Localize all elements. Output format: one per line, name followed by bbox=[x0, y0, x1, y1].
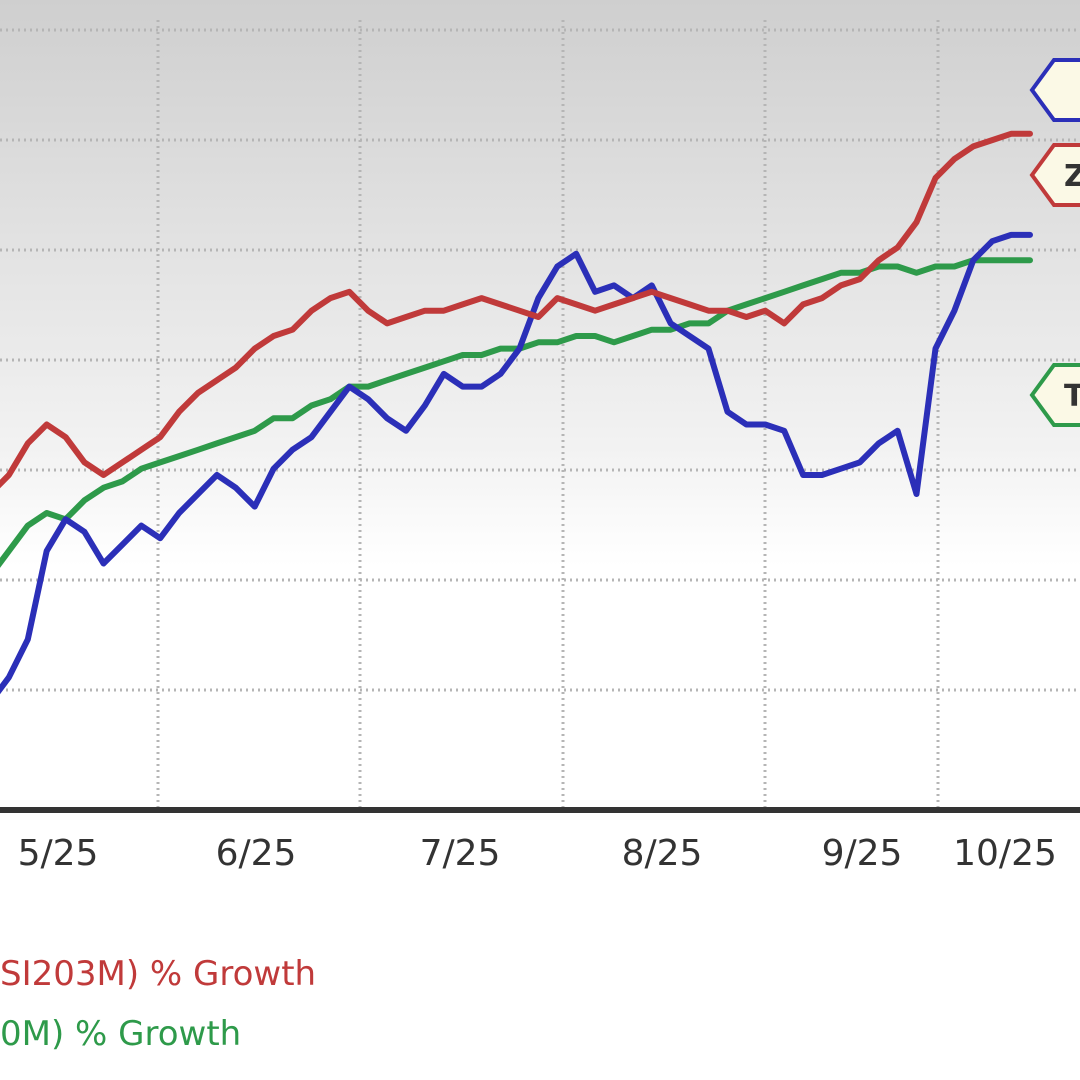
end-tag-text: T bbox=[1064, 379, 1080, 414]
x-tick-labels: 5/25 6/25 7/25 8/25 9/25 10/25 bbox=[18, 833, 1057, 874]
x-tick-label: 7/25 bbox=[420, 833, 501, 874]
series-line-1 bbox=[0, 130, 1033, 489]
x-tick-label: 5/25 bbox=[18, 833, 99, 874]
end-tag-1: Z bbox=[1029, 143, 1080, 207]
legend-entry: 0M) % Growth bbox=[0, 1014, 241, 1054]
end-tag-0 bbox=[1029, 58, 1080, 122]
series-line-0 bbox=[0, 231, 1033, 695]
series-lines bbox=[0, 130, 1033, 695]
x-tick-label: 9/25 bbox=[822, 833, 903, 874]
plot-background bbox=[0, 0, 1080, 810]
legend-entry: SI203M) % Growth bbox=[0, 954, 316, 994]
end-tag-shape bbox=[1029, 58, 1080, 122]
x-tick-label: 6/25 bbox=[216, 833, 297, 874]
grid-lines bbox=[0, 20, 1080, 808]
legend: SI203M) % Growth 0M) % Growth bbox=[0, 954, 316, 1054]
end-tags: ZT bbox=[1029, 58, 1080, 427]
series-line-2 bbox=[0, 257, 1033, 568]
x-tick-label: 10/25 bbox=[953, 833, 1057, 874]
end-tag-shape bbox=[1029, 143, 1080, 207]
end-tag-2: T bbox=[1029, 363, 1080, 427]
end-tag-shape bbox=[1029, 363, 1080, 427]
end-tag-text: Z bbox=[1064, 159, 1080, 194]
x-tick-label: 8/25 bbox=[622, 833, 703, 874]
